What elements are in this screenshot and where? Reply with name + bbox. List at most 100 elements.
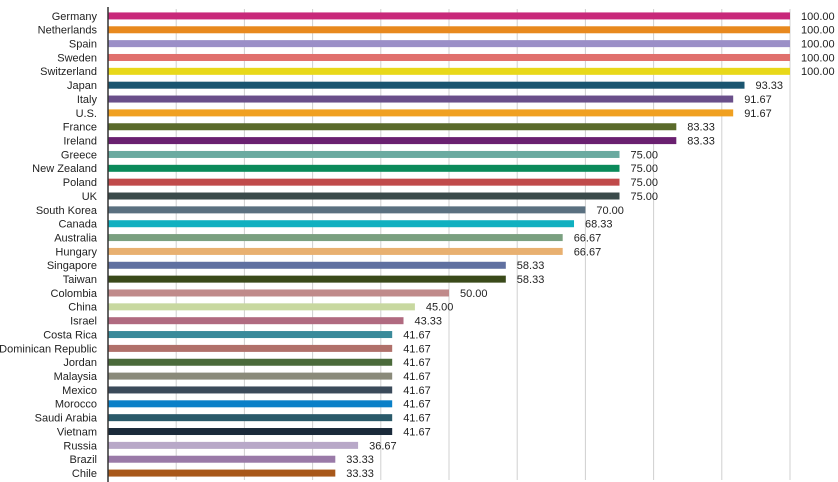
bar	[108, 247, 563, 255]
bar	[108, 26, 790, 34]
value-label: 100.00	[801, 52, 835, 64]
value-label: 41.67	[403, 357, 431, 369]
value-label: 91.67	[744, 94, 772, 106]
y-tick-label: Saudi Arabia	[35, 413, 98, 425]
value-label: 68.33	[585, 219, 613, 231]
y-tick-label: Italy	[77, 94, 98, 106]
value-label: 41.67	[403, 371, 431, 383]
y-tick-label: Switzerland	[40, 66, 97, 78]
y-tick-label: Chile	[72, 468, 97, 480]
y-tick-label: Malaysia	[54, 371, 98, 383]
y-tick-label: Dominican Republic	[0, 343, 97, 355]
bar	[108, 428, 393, 436]
value-label: 43.33	[415, 316, 443, 328]
bar	[108, 206, 586, 214]
value-label: 75.00	[631, 177, 659, 189]
value-label: 93.33	[756, 80, 784, 92]
value-label: 66.67	[574, 246, 602, 258]
value-label: 41.67	[403, 399, 431, 411]
bar	[108, 358, 393, 366]
bar	[108, 303, 415, 311]
value-label: 100.00	[801, 11, 835, 23]
bar	[108, 109, 734, 117]
value-label: 41.67	[403, 329, 431, 341]
value-label: 41.67	[403, 426, 431, 438]
y-tick-label: UK	[82, 191, 98, 203]
bar	[108, 12, 790, 20]
y-tick-label: New Zealand	[32, 163, 97, 175]
y-tick-label: Israel	[70, 316, 97, 328]
value-label: 41.67	[403, 413, 431, 425]
value-label: 33.33	[346, 454, 374, 466]
y-tick-label: Australia	[54, 232, 98, 244]
value-label: 100.00	[801, 39, 835, 51]
value-label: 100.00	[801, 66, 835, 78]
y-tick-label: Russia	[63, 440, 98, 452]
y-tick-label: France	[63, 122, 97, 134]
bar	[108, 95, 734, 103]
value-label: 75.00	[631, 191, 659, 203]
y-tick-label: Poland	[63, 177, 97, 189]
y-tick-label: Ireland	[63, 136, 97, 148]
y-tick-label: South Korea	[36, 205, 98, 217]
y-tick-label: Spain	[69, 39, 97, 51]
bar	[108, 234, 563, 242]
bar	[108, 414, 393, 422]
bar	[108, 261, 506, 269]
y-tick-label: Greece	[61, 149, 97, 161]
bar	[108, 220, 575, 228]
bar	[108, 344, 393, 352]
bar	[108, 317, 404, 325]
bar	[108, 123, 677, 131]
bar	[108, 455, 336, 463]
bar	[108, 81, 745, 89]
bar	[108, 67, 790, 75]
bar	[108, 164, 620, 172]
y-tick-label: Netherlands	[38, 25, 98, 37]
y-tick-label: Hungary	[55, 246, 97, 258]
value-label: 50.00	[460, 288, 488, 300]
bar	[108, 372, 393, 380]
bar	[108, 275, 506, 283]
bar	[108, 40, 790, 48]
bar	[108, 331, 393, 339]
y-tick-label: U.S.	[76, 108, 97, 120]
y-tick-label: Brazil	[69, 454, 97, 466]
value-label: 41.67	[403, 343, 431, 355]
value-label: 75.00	[631, 163, 659, 175]
y-tick-label: Vietnam	[57, 426, 97, 438]
y-tick-label: Morocco	[55, 399, 97, 411]
bar	[108, 400, 393, 408]
y-tick-label: Taiwan	[63, 274, 97, 286]
bar	[108, 469, 336, 477]
value-label: 36.67	[369, 440, 397, 452]
y-tick-label: Sweden	[57, 52, 97, 64]
value-label: 66.67	[574, 232, 602, 244]
y-tick-label: Jordan	[63, 357, 97, 369]
value-label: 70.00	[596, 205, 624, 217]
y-tick-label: Singapore	[47, 260, 97, 272]
bar	[108, 386, 393, 394]
value-label: 75.00	[631, 149, 659, 161]
value-label: 41.67	[403, 385, 431, 397]
bar	[108, 289, 449, 297]
bar	[108, 441, 359, 449]
value-label: 33.33	[346, 468, 374, 480]
value-label: 100.00	[801, 25, 835, 37]
value-label: 58.33	[517, 274, 545, 286]
value-label: 83.33	[687, 122, 715, 134]
value-label: 91.67	[744, 108, 772, 120]
y-tick-label: Costa Rica	[43, 329, 98, 341]
value-label: 58.33	[517, 260, 545, 272]
y-tick-label: Mexico	[62, 385, 97, 397]
y-tick-label: Japan	[67, 80, 97, 92]
bar	[108, 178, 620, 186]
value-label: 45.00	[426, 302, 454, 314]
bar	[108, 53, 790, 61]
y-tick-label: Canada	[58, 219, 97, 231]
bar	[108, 192, 620, 200]
bar	[108, 137, 677, 145]
y-tick-label: Germany	[52, 11, 98, 23]
y-tick-label: Colombia	[51, 288, 98, 300]
